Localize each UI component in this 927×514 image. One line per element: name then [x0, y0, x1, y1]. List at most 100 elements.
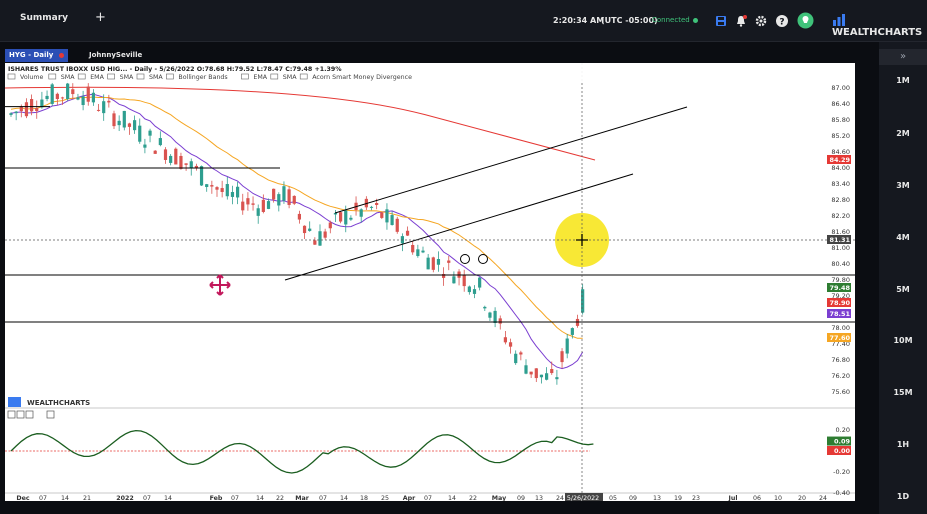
date-tick-label: 23 — [692, 495, 700, 501]
candle-body — [86, 86, 90, 102]
indicator-eye-icon[interactable] — [299, 73, 308, 80]
price-tick-label: 85.20 — [831, 132, 850, 140]
chart-title: ISHARES TRUST IBOXX USD HIG... - Daily -… — [8, 66, 342, 73]
indicator-sma[interactable]: SMA — [270, 73, 297, 81]
connection-status: Connected — [652, 16, 698, 24]
alert-bell-icon[interactable] — [734, 14, 748, 28]
timeframe-1h[interactable]: 1H — [896, 440, 910, 449]
indicator-list[interactable]: Volume SMA EMA SMA SMA Bollinger Bands EMA SMA A… — [7, 73, 412, 81]
indicator-eye-icon[interactable] — [270, 73, 279, 80]
price-tag — [827, 298, 851, 307]
candle-body — [380, 212, 384, 218]
crosshair-icon — [576, 234, 588, 246]
date-tick-label: 19 — [674, 495, 682, 501]
tab-summary[interactable]: Summary — [20, 13, 69, 23]
price-tick-label: 79.80 — [831, 276, 850, 284]
candle-body — [405, 230, 410, 236]
pane-toggle-icon[interactable] — [16, 410, 25, 419]
candle-body — [462, 275, 466, 287]
channel-upper-line[interactable] — [334, 106, 688, 214]
cursor-date-tag — [565, 493, 603, 501]
symbol-tab[interactable]: HYG - Daily — [5, 49, 68, 62]
marker-circle[interactable] — [460, 254, 470, 264]
chart-panel[interactable]: 87.00 86.40 85.80 85.20 84.60 84.00 83.40 82.80… — [4, 63, 855, 502]
timeframe-1d[interactable]: 1D — [896, 492, 910, 501]
pane-toggle-icon[interactable] — [7, 410, 16, 419]
date-tick-label: 14 — [340, 495, 348, 501]
price-tick-label: 84.00 — [831, 164, 850, 172]
marker-circle[interactable] — [478, 254, 488, 264]
price-tick-label: 82.80 — [831, 196, 850, 204]
timeframe-5m[interactable]: 5M — [896, 285, 910, 294]
symbol-bar: HYG - Daily JohnnySeville — [5, 49, 853, 62]
timeframe-2m[interactable]: 2M — [896, 129, 910, 138]
indicator-volume[interactable]: Volume — [7, 73, 44, 81]
candle-body — [91, 92, 95, 103]
candle-body — [163, 149, 168, 160]
user-name[interactable]: JohnnySeville — [89, 51, 143, 59]
indicator-sma[interactable]: SMA — [48, 73, 75, 81]
indicator-ema[interactable]: EMA — [77, 73, 105, 81]
timeframe-10m[interactable]: 10M — [893, 336, 913, 345]
pane-toggle-icon[interactable] — [25, 410, 34, 419]
drawings[interactable] — [5, 63, 855, 501]
help-icon[interactable]: ? — [775, 14, 789, 28]
chart-background — [5, 63, 855, 501]
timeframe-3m[interactable]: 3M — [896, 181, 910, 190]
candle-body — [50, 84, 54, 104]
close-symbol-icon[interactable] — [59, 53, 64, 58]
indicator-label: Volume — [20, 74, 44, 81]
indicator-acorn-smart-money-divergence[interactable]: Acorn Smart Money Divergence — [299, 73, 412, 81]
candle-body — [148, 130, 152, 136]
timeframe-4m[interactable]: 4M — [896, 233, 910, 242]
indicator-eye-icon[interactable] — [241, 73, 249, 80]
candle-body — [30, 99, 34, 112]
candle-body — [266, 201, 271, 209]
pane-add-icon[interactable] — [46, 410, 55, 419]
collapse-panel-button[interactable]: » — [879, 49, 927, 65]
candle-body — [24, 102, 29, 117]
date-tick-label: 09 — [517, 495, 525, 501]
move-cursor-icon[interactable] — [209, 274, 231, 296]
price-tick-label: 86.40 — [831, 100, 850, 108]
timeframe-15m[interactable]: 15M — [893, 388, 913, 397]
candle-body — [189, 161, 193, 169]
timezone[interactable]: (UTC -05:00) — [601, 16, 658, 25]
indicator-bollinger-bands[interactable]: Bollinger Bands — [166, 73, 228, 81]
indicator-eye-icon[interactable] — [136, 73, 145, 80]
price-chart[interactable]: 87.00 86.40 85.80 85.20 84.60 84.00 83.40 82.80… — [4, 63, 855, 502]
price-tick-label: 85.80 — [831, 116, 850, 124]
candle-body — [308, 228, 312, 231]
indicator-eye-icon[interactable] — [48, 73, 57, 80]
settings-gear-icon[interactable] — [754, 14, 768, 28]
candle-body — [545, 373, 549, 380]
candle-body — [442, 273, 446, 278]
indicator-label: EMA — [253, 74, 267, 81]
add-tab-button[interactable]: + — [95, 10, 106, 25]
price-tick-label: 82.20 — [831, 212, 850, 220]
indicator-sma[interactable]: SMA — [107, 73, 134, 81]
osc-tag — [827, 436, 851, 446]
price-tick-label: 83.40 — [831, 180, 850, 188]
candle-body — [436, 259, 441, 265]
date-tick-label: Feb — [210, 495, 223, 501]
candle-body — [318, 231, 322, 246]
timeframe-1m[interactable]: 1M — [896, 76, 910, 85]
candle-body — [539, 374, 544, 378]
indicator-eye-icon[interactable] — [166, 73, 174, 80]
indicator-eye-icon[interactable] — [107, 73, 115, 80]
osc-tick-label: 0.20 — [836, 426, 850, 434]
candle-body — [14, 111, 18, 114]
symbol-label: HYG - Daily — [9, 51, 54, 59]
channel-lower-line[interactable] — [284, 173, 634, 281]
candle-body — [493, 310, 497, 324]
price-tag-label: 78.51 — [829, 310, 850, 318]
save-icon[interactable] — [714, 14, 728, 28]
bulb-icon[interactable] — [797, 12, 814, 29]
indicator-ema[interactable]: EMA — [241, 73, 268, 81]
indicator-eye-icon[interactable] — [7, 73, 16, 80]
candle-body — [241, 201, 245, 211]
indicator-sma[interactable]: SMA — [136, 73, 163, 81]
indicator-eye-icon[interactable] — [77, 73, 86, 80]
candle-body — [158, 138, 162, 146]
